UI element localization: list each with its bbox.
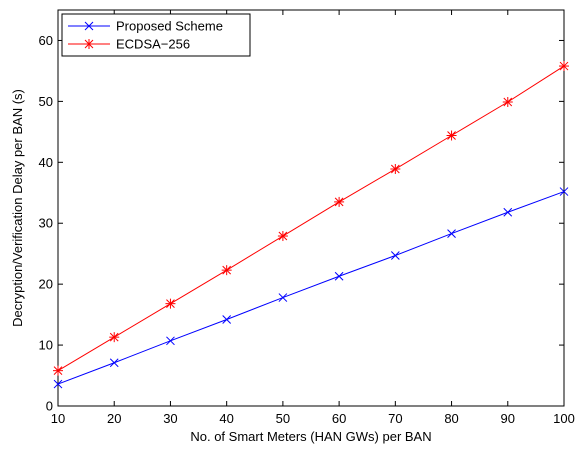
x-axis-ticks: 10 20 30 40 50 60 70 80 90 100 [51, 10, 575, 426]
data-point-proposed-scheme [334, 271, 344, 281]
marker-stroke [53, 379, 63, 389]
data-point-proposed-scheme [222, 315, 232, 324]
data-point-proposed-scheme [53, 379, 63, 389]
x-tick-label: 50 [276, 411, 290, 426]
series-line-ecdsa-256 [57, 65, 565, 372]
marker-stroke [109, 358, 119, 368]
legend: Proposed Scheme ECDSA−256 [61, 13, 251, 57]
data-point-proposed-scheme [559, 187, 569, 196]
x-tick-label: 20 [107, 411, 121, 426]
data-point-ecdsa-256 [165, 298, 176, 309]
marker-stroke [222, 315, 232, 324]
y-axis-label: Decryption/Verification Delay per BAN (s… [10, 89, 25, 327]
y-tick-label: 20 [39, 277, 53, 292]
x-tick-label: 90 [501, 411, 515, 426]
marker-stroke [84, 21, 94, 31]
legend-marker-proposed-scheme [84, 21, 94, 31]
x-tick-label: 10 [51, 411, 65, 426]
plot-frame [57, 9, 565, 407]
legend-label-proposed-scheme: Proposed Scheme [116, 19, 223, 34]
data-point-proposed-scheme [278, 293, 288, 302]
data-point-proposed-scheme [109, 358, 119, 368]
marker-stroke [390, 251, 400, 260]
data-point-ecdsa-256 [446, 130, 457, 141]
legend-marker-glyph [84, 39, 94, 49]
data-point-proposed-scheme [390, 251, 400, 260]
series-layer [53, 61, 569, 389]
data-point-proposed-scheme [503, 207, 513, 217]
x-tick-label: 60 [332, 411, 346, 426]
y-tick-label: 40 [39, 155, 53, 170]
data-point-ecdsa-256 [502, 96, 513, 107]
legend-label-ecdsa-256: ECDSA−256 [116, 37, 190, 52]
marker-stroke [278, 293, 288, 302]
legend-marker-ecdsa-256 [84, 39, 94, 49]
marker-stroke [559, 187, 569, 196]
y-tick-label: 50 [39, 94, 53, 109]
marker-stroke [166, 336, 175, 346]
y-tick-label: 10 [39, 338, 53, 353]
plot-area [57, 9, 565, 407]
legend-marker-glyph [84, 21, 94, 31]
x-tick-label: 100 [553, 411, 575, 426]
legend-entry-proposed-scheme: Proposed Scheme [68, 19, 223, 34]
data-point-ecdsa-256 [334, 196, 345, 207]
data-point-ecdsa-256 [559, 61, 569, 72]
data-point-ecdsa-256 [221, 265, 232, 276]
data-point-ecdsa-256 [277, 231, 288, 242]
y-tick-label: 60 [39, 33, 53, 48]
marker-stroke [334, 271, 344, 281]
legend-entry-ecdsa-256: ECDSA−256 [68, 37, 190, 52]
data-point-proposed-scheme [166, 336, 175, 346]
data-point-ecdsa-256 [390, 164, 401, 175]
marker-stroke [503, 207, 513, 217]
x-tick-label: 70 [388, 411, 402, 426]
x-axis-label: No. of Smart Meters (HAN GWs) per BAN [190, 429, 431, 444]
data-point-ecdsa-256 [53, 365, 63, 376]
x-tick-label: 30 [163, 411, 177, 426]
data-point-proposed-scheme [447, 229, 456, 238]
series-line-proposed-scheme [57, 191, 565, 385]
y-tick-label: 0 [46, 399, 53, 414]
y-tick-label: 30 [39, 216, 53, 231]
data-point-ecdsa-256 [109, 332, 120, 343]
legend-box [61, 13, 251, 57]
marker-stroke [447, 229, 456, 238]
x-tick-label: 40 [219, 411, 233, 426]
x-tick-label: 80 [444, 411, 458, 426]
y-axis-ticks: 0 10 20 30 40 50 60 [39, 33, 564, 414]
